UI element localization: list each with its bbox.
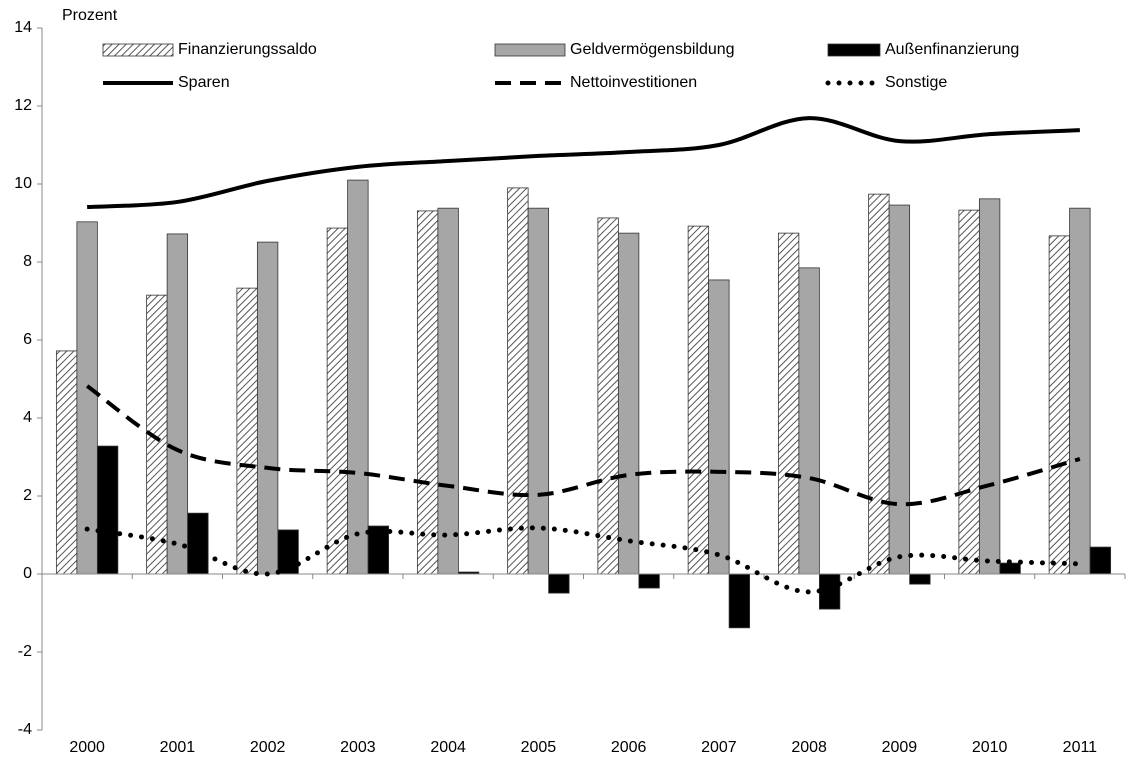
y-tick-label: 8 [23, 253, 32, 270]
x-tick-label: 2000 [69, 739, 105, 756]
x-tick-label: 2008 [791, 739, 827, 756]
bar [958, 209, 980, 575]
bar [868, 193, 890, 575]
legend-swatch [494, 43, 566, 57]
bar [416, 210, 439, 575]
x-tick-label: 2011 [1063, 739, 1098, 756]
bar [1048, 235, 1071, 575]
bar [347, 179, 369, 575]
y-tick-label: -4 [18, 721, 32, 738]
x-tick-label: 2006 [611, 739, 647, 756]
bar [777, 232, 800, 575]
bar [888, 204, 911, 575]
bar [597, 217, 619, 575]
x-tick-label: 2001 [160, 739, 196, 756]
y-axis-label: Prozent [62, 7, 118, 24]
bar [55, 350, 78, 575]
legend-swatch [102, 43, 174, 57]
y-tick-label: 10 [14, 175, 32, 192]
bar [978, 198, 1001, 575]
bar [187, 512, 209, 575]
x-tick-label: 2005 [521, 739, 557, 756]
bar [999, 562, 1021, 575]
line [87, 116, 1080, 210]
bar [437, 207, 459, 575]
bar [617, 232, 640, 575]
x-tick-label: 2004 [430, 739, 466, 756]
bar [507, 187, 529, 575]
line [85, 384, 1081, 507]
bar [798, 267, 820, 575]
bar [166, 233, 189, 575]
bar [708, 279, 730, 575]
x-tick-label: 2009 [882, 739, 918, 756]
x-tick-label: 2007 [701, 739, 737, 756]
legend-label: Sonstige [885, 74, 947, 91]
y-tick-label: 14 [14, 19, 32, 36]
bar [256, 241, 279, 575]
bar [76, 221, 98, 575]
bar [687, 225, 710, 575]
y-tick-label: -2 [18, 643, 32, 660]
bar [818, 573, 841, 610]
y-tick-label: 12 [14, 97, 32, 114]
bar [1089, 546, 1112, 575]
x-tick-label: 2002 [250, 739, 286, 756]
bar [909, 573, 931, 585]
legend-label: Sparen [178, 74, 230, 91]
bar [236, 287, 258, 575]
y-tick-label: 4 [23, 409, 32, 426]
legend-swatch [827, 43, 881, 57]
y-tick-label: 6 [23, 331, 32, 348]
line [84, 525, 1083, 595]
legend-label: Geldvermögensbildung [570, 41, 735, 58]
legend-label: Finanzierungssaldo [178, 41, 317, 58]
bar [728, 573, 751, 629]
bar [527, 207, 550, 575]
x-tick-label: 2010 [972, 739, 1008, 756]
legend-label: Außenfinanzierung [885, 41, 1019, 58]
bar [638, 573, 660, 589]
legend-label: Nettoinvestitionen [570, 74, 697, 91]
x-tick-label: 2003 [340, 739, 376, 756]
y-tick-label: 2 [23, 487, 32, 504]
bar [96, 445, 119, 575]
bar [548, 573, 570, 594]
bar [326, 227, 349, 575]
bar [1069, 207, 1091, 575]
y-tick-label: 0 [23, 565, 32, 582]
